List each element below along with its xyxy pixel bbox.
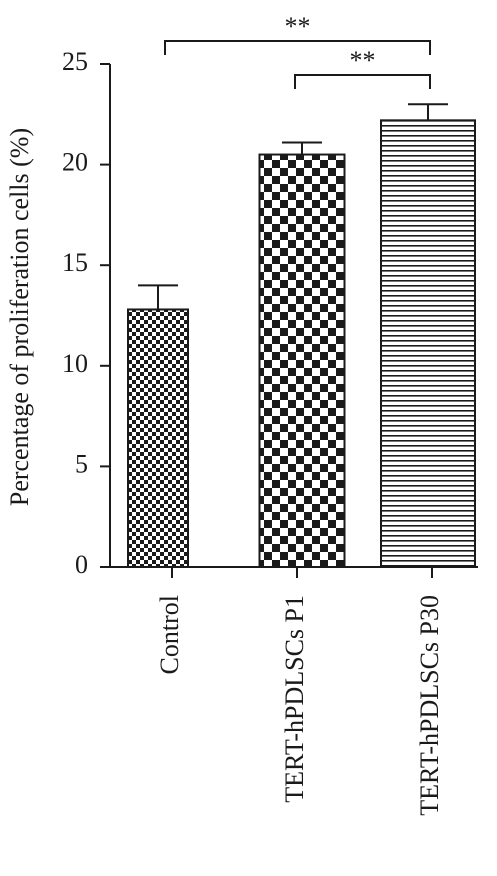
bar xyxy=(258,153,346,568)
y-tick-label: 5 xyxy=(75,449,88,478)
y-tick-label: 0 xyxy=(75,550,88,579)
x-tick-label: TERT-hPDLSCs P30 xyxy=(415,595,444,816)
bar xyxy=(380,119,476,568)
y-tick-label: 15 xyxy=(62,248,88,277)
y-axis-label: Percentage of proliferation cells (%) xyxy=(5,128,34,506)
significance-bracket xyxy=(164,40,431,55)
error-bar xyxy=(282,141,322,155)
x-tick-label: TERT-hPDLSCs P1 xyxy=(280,595,309,803)
error-bar xyxy=(408,103,448,121)
y-tick-label: 10 xyxy=(62,349,88,378)
significance-label: ** xyxy=(350,46,376,75)
x-tick-label: Control xyxy=(155,595,184,674)
significance-bracket xyxy=(294,74,431,89)
y-tick-label: 25 xyxy=(62,47,88,76)
error-bar xyxy=(138,284,178,310)
y-tick-label: 20 xyxy=(62,148,88,177)
significance-label: ** xyxy=(285,12,311,41)
bar xyxy=(127,308,189,568)
